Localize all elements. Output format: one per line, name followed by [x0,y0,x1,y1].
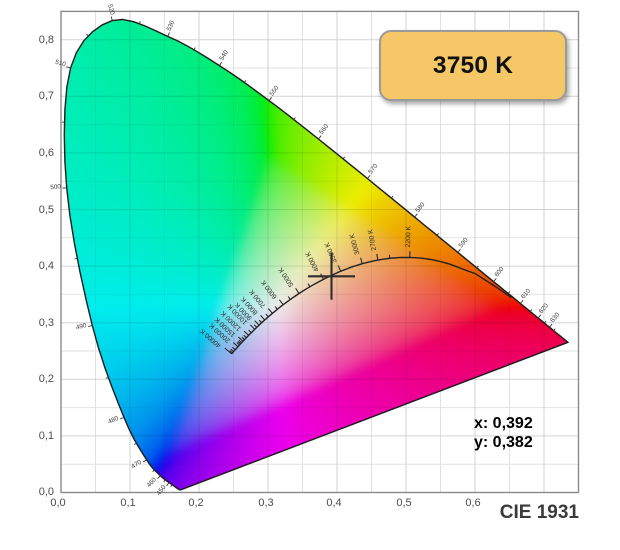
svg-text:460: 460 [146,476,159,489]
svg-text:2700 K: 2700 K [367,228,378,251]
svg-text:530: 530 [166,19,177,32]
svg-text:570: 570 [367,162,379,175]
svg-text:560: 560 [318,123,330,136]
svg-text:500: 500 [50,183,62,191]
svg-text:520: 520 [106,4,116,17]
svg-text:3000 K: 3000 K [349,232,362,255]
svg-text:600: 600 [493,266,505,279]
svg-text:4000 K: 4000 K [305,250,321,273]
svg-text:470: 470 [130,458,143,470]
svg-text:540: 540 [218,49,230,62]
svg-text:490: 490 [75,322,88,332]
svg-text:550: 550 [268,84,280,97]
svg-text:450: 450 [155,484,167,497]
svg-text:510: 510 [54,59,67,69]
svg-text:620: 620 [538,302,550,315]
svg-text:630: 630 [549,311,561,324]
svg-text:480: 480 [107,415,120,426]
svg-text:590: 590 [458,236,470,249]
svg-text:5000 K: 5000 K [277,266,295,288]
svg-text:610: 610 [520,287,532,300]
svg-text:2200 K: 2200 K [405,225,412,247]
svg-text:580: 580 [414,201,426,214]
svg-text:6000 K: 6000 K [260,278,279,300]
